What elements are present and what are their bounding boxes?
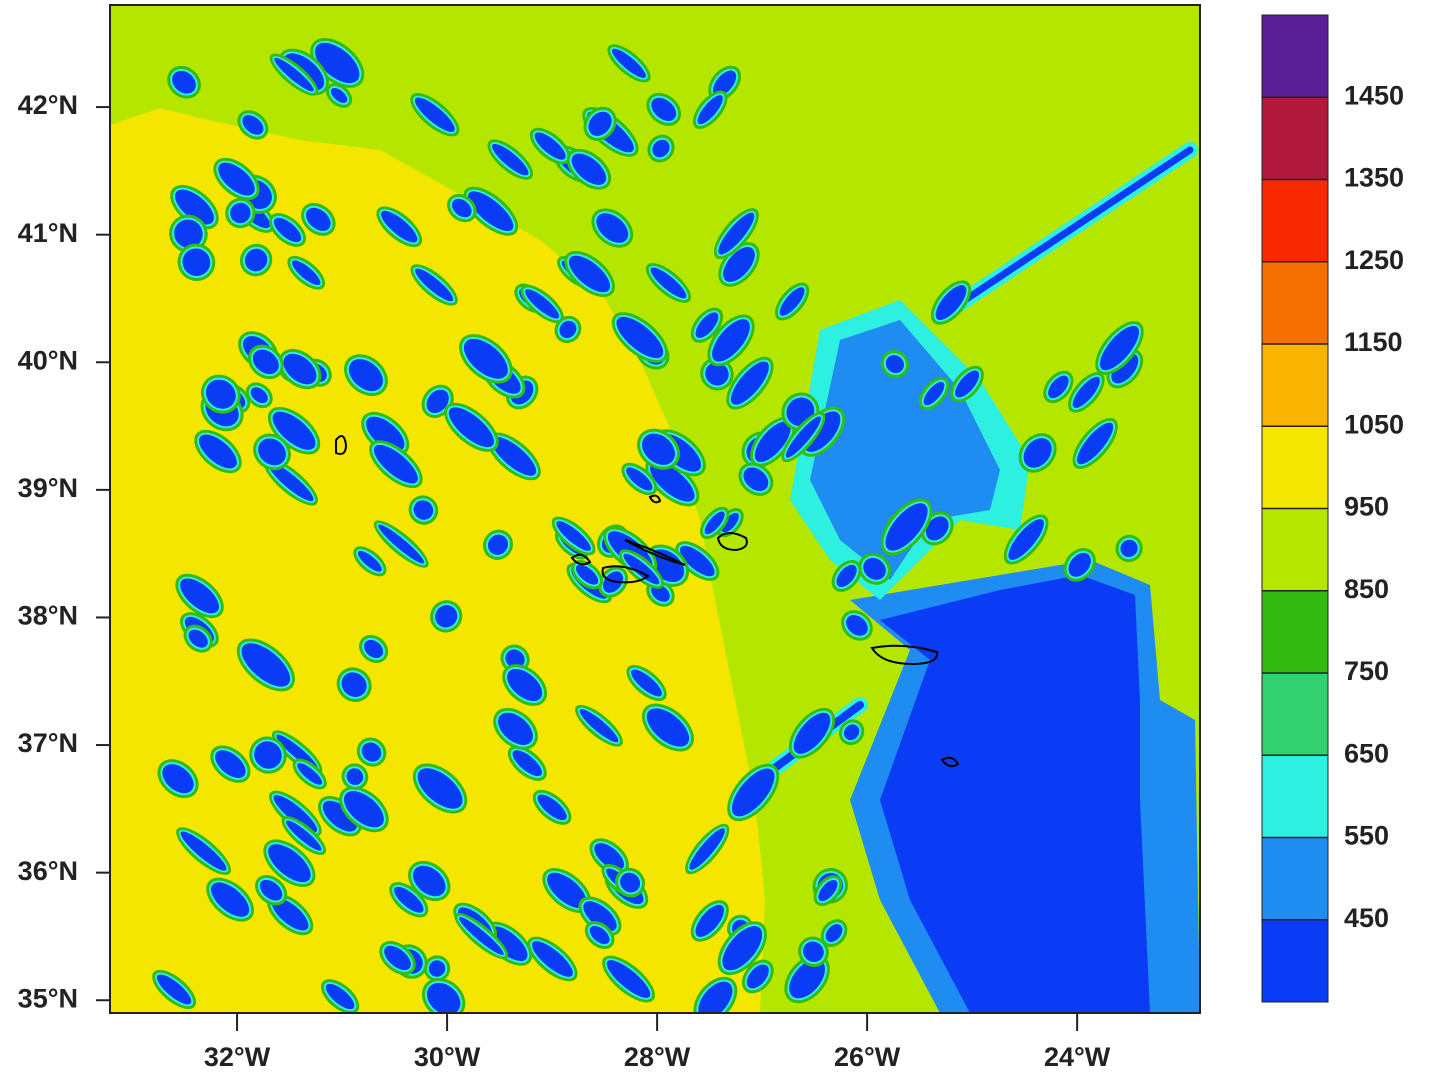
colorbar-label: 650 (1344, 738, 1389, 768)
colorbar-box (1262, 591, 1328, 673)
colorbar-box (1262, 838, 1328, 920)
colorbar-box (1262, 97, 1328, 179)
colorbar-label: 1250 (1344, 245, 1404, 275)
y-tick-label: 37°N (18, 728, 78, 758)
colorbar-box (1262, 509, 1328, 591)
colorbar-box (1262, 344, 1328, 426)
x-tick-label: 30°W (414, 1042, 481, 1072)
colorbar-label: 1450 (1344, 80, 1404, 110)
colorbar-label: 1050 (1344, 409, 1404, 439)
colorbar-box (1262, 755, 1328, 837)
colorbar-box (1262, 920, 1328, 1002)
y-tick-label: 36°N (18, 856, 78, 886)
colorbar: 450 550 650 750 850 950 1050 1150 1250 1350 1450 (1262, 15, 1404, 1002)
map-figure: 32°W 30°W 28°W 26°W 24°W 35°N 36°N 37°N 38°N 39°N… (0, 0, 1441, 1077)
colorbar-box (1262, 262, 1328, 344)
y-tick-label: 39°N (18, 473, 78, 503)
x-tick-label: 32°W (204, 1042, 271, 1072)
y-tick-label: 42°N (18, 90, 78, 120)
colorbar-label: 750 (1344, 656, 1389, 686)
y-tick-label: 38°N (18, 601, 78, 631)
colorbar-label: 450 (1344, 903, 1389, 933)
y-tick-label: 40°N (18, 345, 78, 375)
y-tick-label: 35°N (18, 983, 78, 1013)
colorbar-box (1262, 180, 1328, 262)
colorbar-box (1262, 673, 1328, 755)
colorbar-label: 1350 (1344, 163, 1404, 193)
colorbar-label: 950 (1344, 492, 1389, 522)
colorbar-label: 850 (1344, 574, 1389, 604)
x-tick-label: 28°W (624, 1042, 691, 1072)
x-tick-label: 26°W (834, 1042, 901, 1072)
y-tick-label: 41°N (18, 218, 78, 248)
contour-field (110, 5, 1200, 1032)
colorbar-label: 1150 (1344, 327, 1403, 357)
colorbar-label: 550 (1344, 821, 1389, 851)
colorbar-box (1262, 426, 1328, 508)
x-tick-label: 24°W (1044, 1042, 1111, 1072)
colorbar-box (1262, 15, 1328, 97)
